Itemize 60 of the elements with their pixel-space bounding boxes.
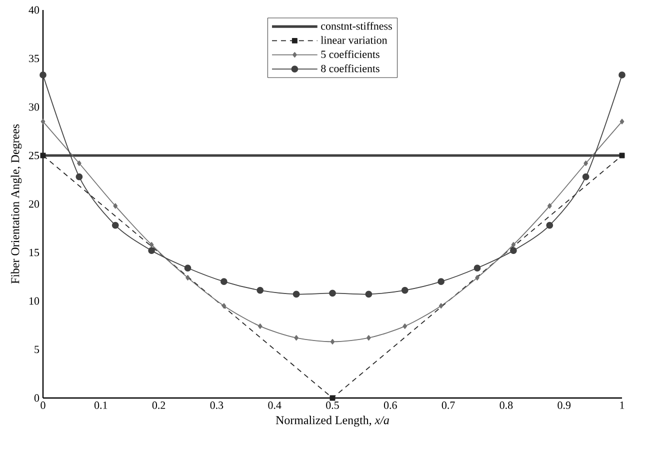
x-tick-label: 0.3 <box>210 402 224 409</box>
legend-label: 8 coefficients <box>321 64 380 72</box>
y-tick-label: 10 <box>29 297 40 305</box>
x-tick-label: 0.1 <box>94 402 108 409</box>
point <box>148 247 155 254</box>
point <box>330 339 335 344</box>
legend-label: linear variation <box>320 36 388 44</box>
point <box>438 278 445 286</box>
point <box>582 173 590 180</box>
point <box>618 72 626 78</box>
point <box>620 118 624 124</box>
point <box>256 286 264 294</box>
point <box>475 274 480 280</box>
y-tick-label: 5 <box>34 346 40 354</box>
point <box>40 72 46 78</box>
y-tick-label: 25 <box>29 152 40 160</box>
point <box>366 335 371 341</box>
x-tick-label: 0 <box>40 402 46 409</box>
x-tick-label: 0.6 <box>384 402 397 409</box>
point <box>547 203 552 209</box>
point <box>546 222 554 229</box>
point <box>184 264 192 272</box>
point <box>294 335 298 341</box>
point <box>220 278 228 286</box>
y-tick-label: 20 <box>29 200 40 208</box>
point <box>112 222 119 229</box>
point <box>292 290 300 298</box>
point <box>401 286 408 294</box>
x-tick-label: 1 <box>620 402 624 409</box>
point <box>149 242 154 248</box>
y-tick-label: 0 <box>34 394 40 402</box>
x-tick-label: 0.9 <box>558 402 571 409</box>
x-tick-label: 0.2 <box>152 402 166 409</box>
point <box>402 323 408 329</box>
x-axis-title: Normalized Length, x/a <box>276 416 389 427</box>
x-tick-label: 0.4 <box>268 402 282 409</box>
y-tick-label: 40 <box>28 6 40 14</box>
point <box>584 160 588 166</box>
point <box>113 203 118 209</box>
y-tick-label: 35 <box>29 54 40 62</box>
legend-label: constnt-stiffness <box>321 22 392 30</box>
point <box>186 274 190 280</box>
y-tick-label: 15 <box>29 248 40 256</box>
point <box>329 290 336 297</box>
point <box>510 247 517 254</box>
point <box>511 242 516 248</box>
point <box>258 323 262 329</box>
y-axis-title: Fiber Orientation Angle, Degrees <box>10 124 22 284</box>
point <box>77 160 82 166</box>
point <box>365 290 372 298</box>
x-tick-label: 0.8 <box>500 402 513 409</box>
x-tick-label: 0.7 <box>442 402 455 409</box>
y-tick-label: 30 <box>29 103 40 111</box>
point <box>40 118 46 124</box>
x-tick-label: 0.5 <box>326 402 339 409</box>
legend-label: 5 coefficients <box>321 50 380 58</box>
point <box>76 173 83 180</box>
point <box>474 264 481 272</box>
point <box>438 303 444 309</box>
point <box>222 303 226 309</box>
